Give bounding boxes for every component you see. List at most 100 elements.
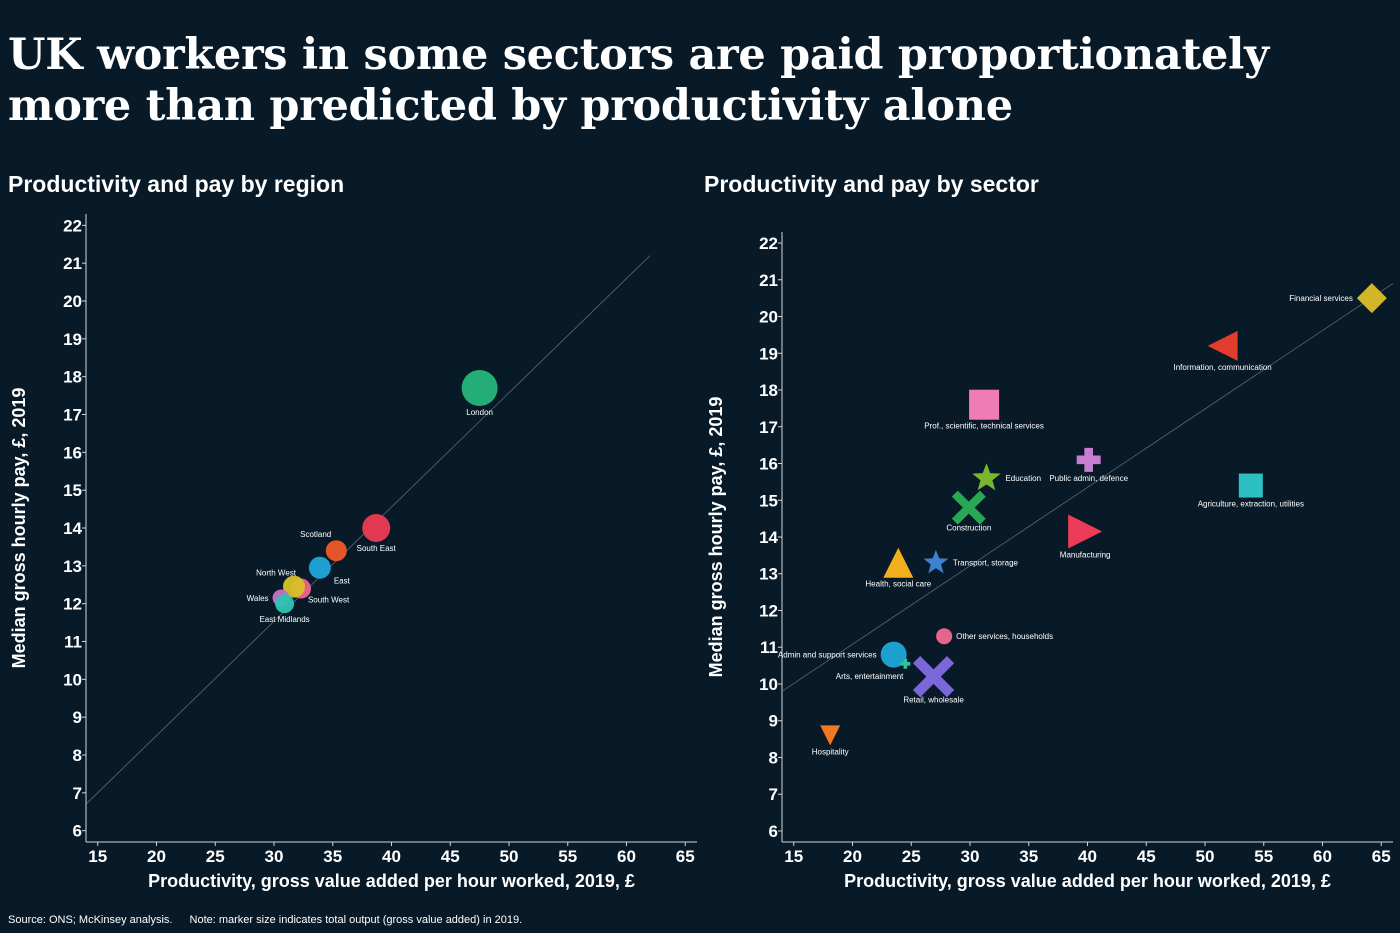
y-tick-label: 15 (63, 481, 82, 500)
x-tick-label: 55 (1254, 847, 1273, 866)
y-tick-label: 14 (63, 519, 82, 538)
y-tick-label: 9 (769, 712, 778, 731)
y-axis-label: Median gross hourly pay, £, 2019 (706, 397, 726, 678)
retail-wholesale-label: Retail, wholesale (903, 696, 964, 705)
south-west-label: South West (308, 596, 350, 605)
x-tick-label: 15 (784, 847, 803, 866)
east-marker (308, 556, 331, 579)
x-tick-label: 15 (88, 847, 107, 866)
point-construction: Construction (946, 490, 991, 533)
y-tick-label: 22 (759, 234, 778, 253)
point-south-east: South East (357, 514, 397, 553)
agriculture-extraction-utilities-label: Agriculture, extraction, utilities (1198, 500, 1304, 509)
wales-label: Wales (247, 594, 269, 603)
point-agriculture-extraction-utilities: Agriculture, extraction, utilities (1198, 473, 1304, 509)
manufacturing-marker (1068, 514, 1103, 549)
y-tick-label: 18 (63, 368, 82, 387)
point-public-admin-defence: Public admin, defence (1049, 447, 1129, 483)
education-marker (972, 463, 1001, 491)
y-tick-label: 7 (73, 784, 82, 803)
south-east-marker (362, 514, 391, 542)
y-tick-label: 16 (759, 455, 778, 474)
financial-services-marker (1356, 283, 1387, 314)
point-scotland: Scotland (300, 530, 347, 562)
x-tick-label: 35 (323, 847, 342, 866)
region-scatter-chart: 6 7 8 9 10 11 12 13 14 15 16 17 18 19 20 21 22 15 20 25 30 35… (9, 214, 697, 891)
x-tick-label: 45 (1137, 847, 1156, 866)
y-tick-label: 12 (63, 595, 82, 614)
x-tick-label: 50 (500, 847, 519, 866)
y-axis-label: Median gross hourly pay, £, 2019 (9, 388, 29, 669)
y-tick-label: 19 (759, 344, 778, 363)
london-marker (461, 370, 498, 407)
agriculture-extraction-utilities-marker (1238, 473, 1263, 498)
transport-storage-label: Transport, storage (953, 559, 1019, 568)
health-social-care-label: Health, social care (865, 580, 931, 589)
x-tick-label: 40 (1078, 847, 1097, 866)
y-tick-label: 13 (63, 557, 82, 576)
x-tick-label: 30 (961, 847, 980, 866)
x-tick-label: 20 (843, 847, 862, 866)
point-admin-and-support-services: Admin and support services (778, 641, 907, 668)
y-tick-label: 17 (63, 406, 82, 425)
admin-and-support-services-label: Admin and support services (778, 651, 877, 660)
y-tick-label: 10 (759, 675, 778, 694)
axes: 6 7 8 9 10 11 12 13 14 15 16 17 18 19 20 21 22 15 20 25 30 35… (759, 232, 1393, 866)
axes: 6 7 8 9 10 11 12 13 14 15 16 17 18 19 20 21 22 15 20 25 30 35… (63, 214, 697, 866)
arts-entertainment-label: Arts, entertainment (836, 672, 904, 681)
point-other-services-households: Other services, households (936, 628, 1053, 645)
east-label: East (334, 577, 351, 586)
hospitality-marker (820, 725, 841, 746)
point-east: East (308, 556, 351, 586)
scotland-marker (325, 540, 347, 562)
y-tick-label: 13 (759, 565, 778, 584)
public-admin-defence-marker (1076, 447, 1101, 472)
east-midlands-marker (275, 594, 295, 614)
y-tick-label: 9 (73, 708, 82, 727)
y-tick-label: 17 (759, 418, 778, 437)
chart-title-region: Productivity and pay by region (8, 171, 345, 197)
source-note: Source: ONS; McKinsey analysis. (8, 914, 173, 926)
point-south-west: South West (282, 575, 350, 605)
x-tick-label: 55 (558, 847, 577, 866)
y-tick-label: 19 (63, 330, 82, 349)
north-west-label: North West (256, 569, 297, 578)
construction-marker (951, 490, 986, 525)
point-financial-services: Financial services (1289, 283, 1387, 314)
x-tick-label: 45 (441, 847, 460, 866)
y-tick-label: 7 (769, 785, 778, 804)
data-points: London South East Scotland East North West So… (247, 370, 498, 624)
point-prof-scientific-technical-services: Prof., scientific, technical services (924, 389, 1044, 431)
information-communication-label: Information, communication (1173, 363, 1271, 372)
hospitality-label: Hospitality (812, 747, 849, 756)
y-tick-label: 12 (759, 601, 778, 620)
point-transport-storage: Transport, storage (923, 549, 1019, 574)
information-communication-marker (1207, 330, 1238, 361)
east-midlands-label: East Midlands (259, 615, 309, 624)
footer: Source: ONS; McKinsey analysis. Note: ma… (8, 914, 536, 926)
point-east-midlands: East Midlands (259, 594, 310, 624)
y-tick-label: 16 (63, 443, 82, 462)
point-arts-entertainment: Arts, entertainment (836, 658, 911, 681)
y-tick-label: 20 (759, 308, 778, 327)
y-tick-label: 18 (759, 381, 778, 400)
arts-entertainment-marker (900, 658, 911, 669)
y-tick-label: 10 (63, 670, 82, 689)
point-education: Education (972, 463, 1041, 491)
x-tick-label: 25 (206, 847, 225, 866)
y-tick-label: 11 (760, 638, 778, 657)
x-axis-label: Productivity, gross value added per hour… (148, 871, 635, 891)
x-tick-label: 20 (147, 847, 166, 866)
prof-scientific-technical-services-label: Prof., scientific, technical services (924, 422, 1044, 431)
public-admin-defence-label: Public admin, defence (1049, 474, 1128, 483)
point-manufacturing: Manufacturing (1060, 514, 1111, 559)
other-services-households-label: Other services, households (956, 632, 1053, 641)
transport-storage-marker (923, 549, 949, 574)
y-tick-label: 15 (759, 491, 778, 510)
chart-title-sector: Productivity and pay by sector (704, 171, 1039, 197)
trend-line (781, 283, 1394, 692)
headline: UK workers in some sectors are paid prop… (8, 30, 1269, 131)
scotland-label: Scotland (300, 530, 331, 539)
y-tick-label: 6 (73, 822, 82, 841)
y-tick-label: 8 (769, 748, 778, 767)
